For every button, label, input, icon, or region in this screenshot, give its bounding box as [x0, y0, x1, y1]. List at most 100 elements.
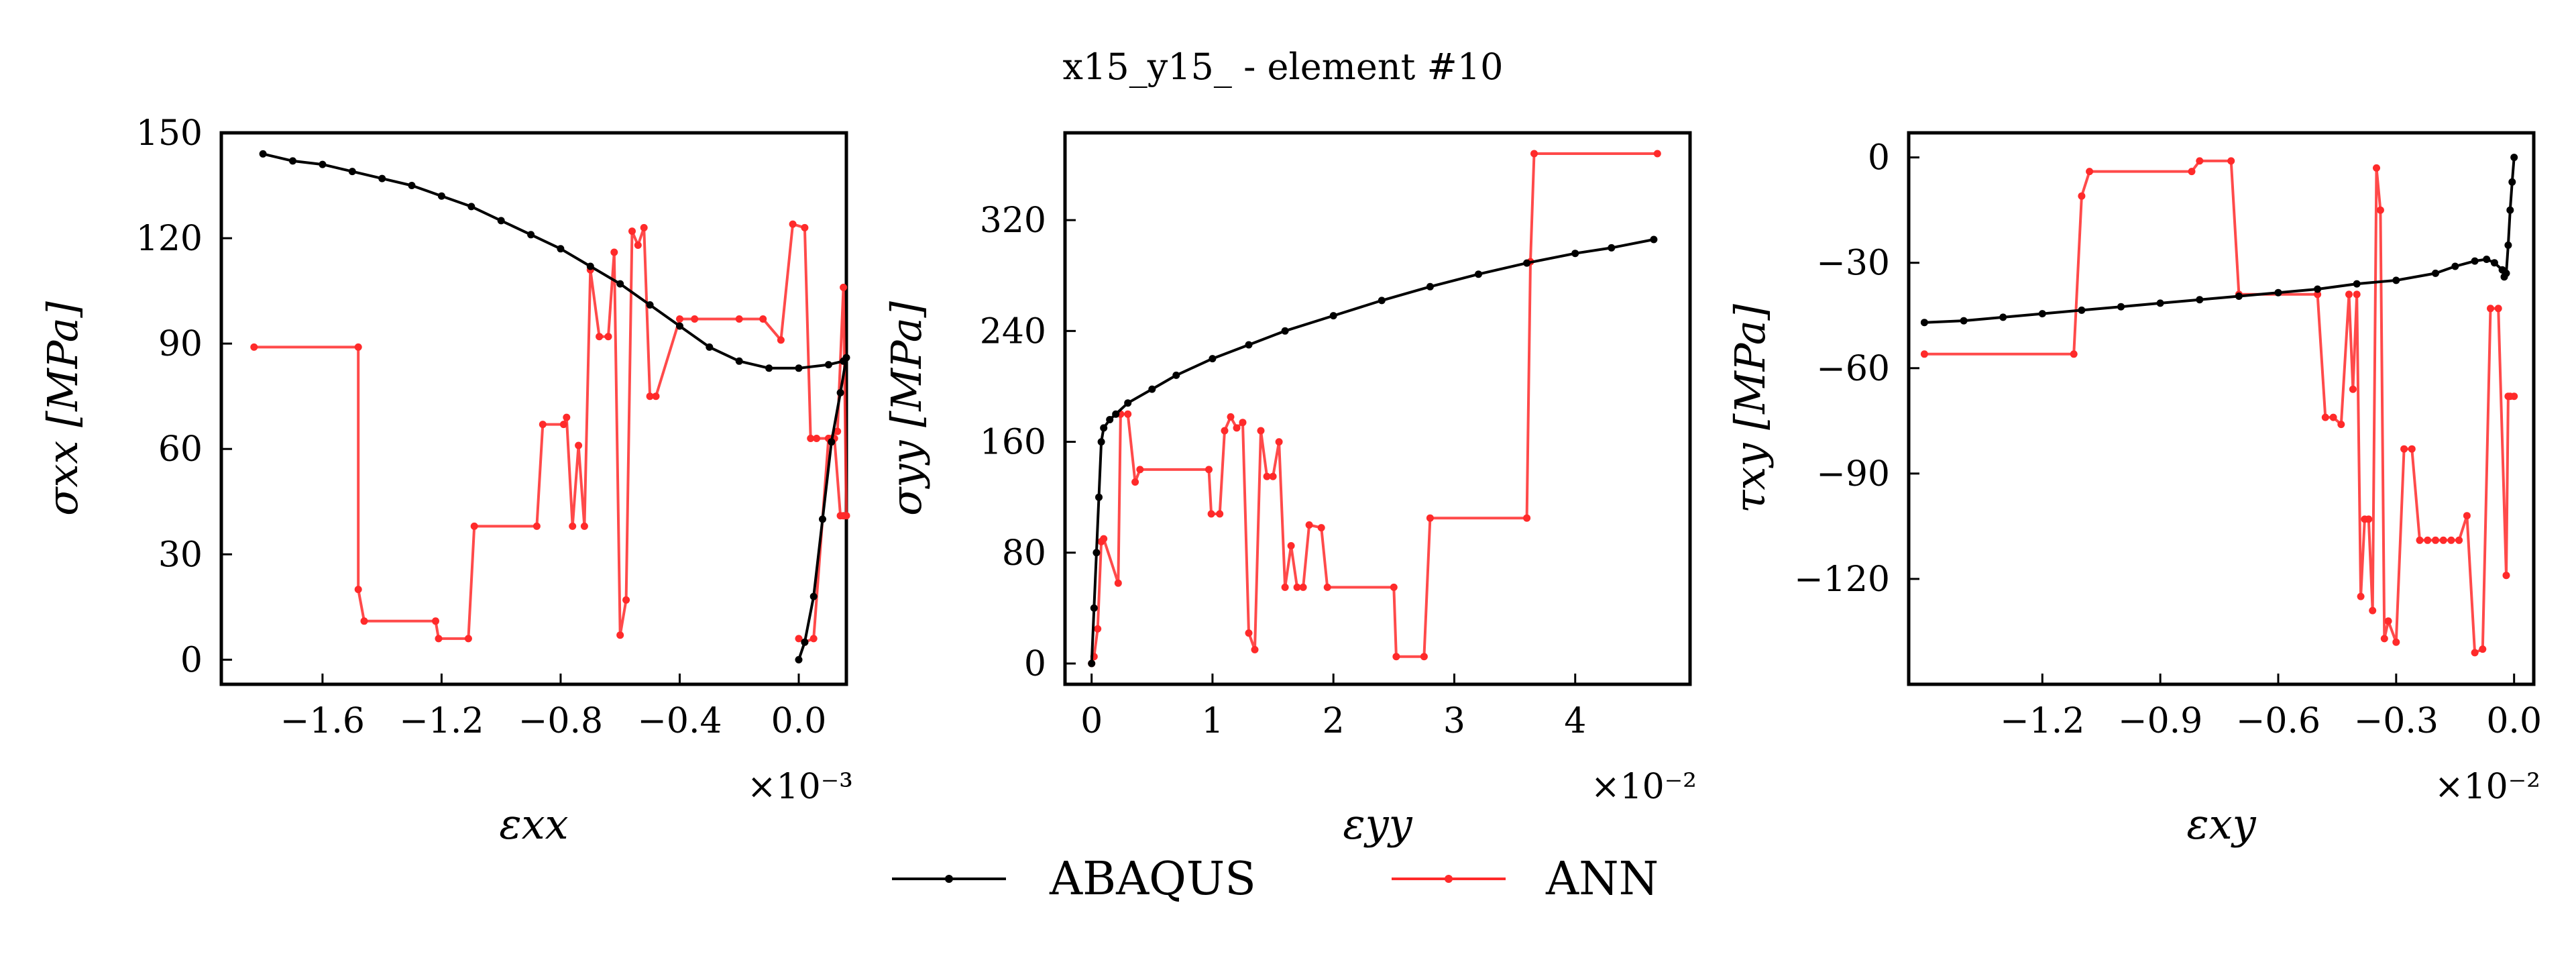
data-point-ann	[354, 343, 362, 351]
data-point-ann	[1239, 419, 1247, 427]
data-point-abaqus	[1209, 355, 1217, 363]
data-point-abaqus	[676, 322, 683, 330]
data-point-ann	[2494, 305, 2502, 313]
data-point-ann	[1251, 645, 1259, 653]
data-point-ann	[801, 223, 809, 231]
y-tick-label: −90	[1816, 454, 1890, 494]
data-point-ann	[676, 315, 683, 323]
data-point-ann	[1221, 427, 1229, 435]
x-tick-label: 0.0	[2486, 701, 2542, 741]
data-point-abaqus	[795, 655, 803, 663]
data-point-ann	[2487, 305, 2494, 313]
data-point-ann	[2384, 617, 2392, 625]
data-point-abaqus	[497, 217, 505, 225]
data-point-abaqus	[259, 150, 267, 158]
data-point-ann	[1216, 510, 1224, 518]
data-point-ann	[1293, 583, 1301, 591]
subplot-1: −1.6 −1.2 −0.8 −0.4 0.0 0 30 60 90 120 150 ×10⁻³ εxx…	[38, 113, 853, 849]
data-point-ann	[634, 242, 642, 249]
data-point-ann	[789, 220, 797, 228]
data-point-abaqus	[378, 174, 386, 182]
data-point-ann	[616, 631, 624, 639]
data-point-ann	[1426, 514, 1434, 522]
data-point-abaqus	[437, 192, 445, 200]
data-point-ann	[559, 421, 567, 429]
data-point-ann	[1287, 542, 1295, 549]
data-point-ann	[777, 336, 785, 344]
data-point-ann	[1227, 413, 1235, 421]
data-point-ann	[735, 315, 743, 323]
data-point-abaqus	[706, 343, 714, 351]
data-point-abaqus	[2392, 276, 2400, 284]
series-line-ann	[1924, 159, 2514, 654]
data-point-abaqus	[1426, 282, 1434, 290]
data-point-abaqus	[2078, 306, 2086, 314]
data-point-ann	[2329, 413, 2337, 421]
data-point-abaqus	[2156, 299, 2164, 307]
data-point-abaqus	[2432, 269, 2439, 277]
series-abaqus	[259, 150, 850, 663]
data-point-abaqus	[1571, 250, 1579, 258]
data-point-abaqus	[1329, 312, 1337, 320]
data-point-abaqus	[2274, 288, 2282, 297]
data-point-abaqus	[289, 157, 296, 165]
data-point-abaqus	[1124, 399, 1132, 407]
x-tick-label: −1.2	[399, 701, 484, 741]
y-axis-label: σxx [MPa]	[38, 301, 87, 516]
x-tick-label: −0.4	[637, 701, 722, 741]
data-point-ann	[1281, 583, 1289, 591]
data-point-abaqus	[2498, 266, 2506, 274]
data-point-ann	[2455, 536, 2463, 544]
data-point-ann	[2400, 445, 2408, 453]
data-point-ann	[2502, 572, 2510, 580]
legend-marker-abaqus	[945, 875, 953, 883]
data-point-abaqus	[1378, 297, 1386, 305]
series-line-ann	[254, 223, 848, 644]
data-point-abaqus	[2483, 256, 2491, 263]
y-tick-label: 30	[158, 535, 203, 575]
data-point-abaqus	[795, 364, 803, 372]
data-point-abaqus	[1097, 438, 1105, 446]
data-point-ann	[646, 392, 654, 401]
data-point-ann	[1530, 150, 1538, 158]
x-tick-label: −1.2	[2000, 701, 2084, 741]
data-point-ann	[2463, 512, 2471, 520]
data-point-ann	[2078, 192, 2086, 200]
x-axis-label: εxy	[2186, 800, 2256, 849]
data-point-abaqus	[2235, 293, 2243, 300]
data-point-abaqus	[2506, 206, 2514, 214]
data-point-ann	[1299, 583, 1307, 591]
plot-frame	[219, 131, 848, 686]
data-point-ann	[360, 617, 368, 625]
y-tick-label: 0	[180, 640, 203, 680]
data-point-ann	[464, 635, 472, 643]
data-point-abaqus	[1523, 259, 1531, 267]
data-point-ann	[2376, 206, 2384, 214]
series-line-abaqus	[1090, 238, 1655, 664]
series-line-ann	[1090, 152, 1658, 664]
x-tick-label: 0.0	[771, 701, 827, 741]
data-point-abaqus	[2314, 285, 2322, 293]
data-point-abaqus	[408, 182, 416, 189]
data-point-ann	[1305, 521, 1313, 529]
data-point-ann	[2188, 168, 2196, 176]
data-point-abaqus	[1090, 604, 1098, 612]
data-point-ann	[1257, 427, 1265, 435]
series-abaqus	[1920, 154, 2518, 327]
x-tick-label: −0.6	[2236, 701, 2320, 741]
y-tick-label: 120	[136, 219, 203, 259]
data-point-ann	[354, 586, 362, 594]
data-point-ann	[2357, 592, 2365, 600]
data-point-abaqus	[1112, 410, 1120, 418]
data-point-ann	[1136, 466, 1144, 474]
legend-label-abaqus: ABAQUS	[1049, 853, 1256, 906]
data-point-ann	[2424, 536, 2432, 544]
x-tick-label: −0.9	[2118, 701, 2202, 741]
data-point-ann	[2321, 413, 2329, 421]
data-point-abaqus	[586, 262, 594, 270]
data-point-abaqus	[2451, 262, 2459, 270]
data-point-abaqus	[1960, 317, 1968, 325]
legend: ABAQUS ANN	[892, 853, 1659, 906]
plot-frame	[1063, 131, 1692, 686]
